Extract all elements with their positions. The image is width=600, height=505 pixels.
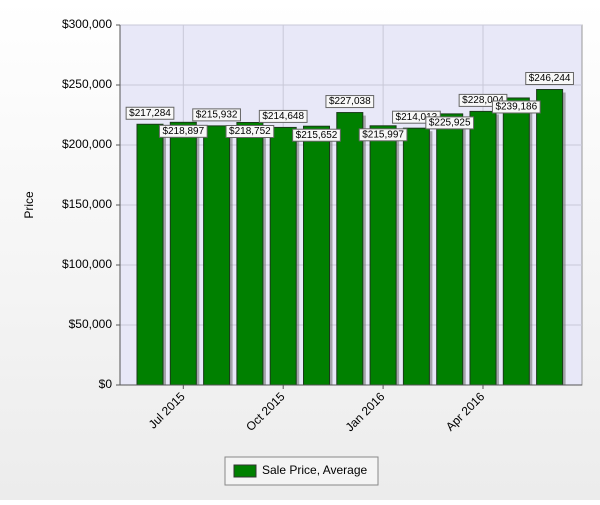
y-tick-label: $300,000: [62, 17, 112, 31]
data-label-box: [325, 95, 375, 109]
data-label-text: $227,038: [329, 96, 371, 107]
data-label: $217,284: [125, 106, 175, 120]
data-label-box: [158, 124, 208, 138]
data-label-text: $239,186: [495, 102, 537, 113]
data-label: $225,925: [425, 116, 475, 130]
bar: [203, 125, 231, 386]
data-label: $214,648: [258, 109, 308, 123]
data-label: $215,652: [292, 128, 341, 142]
data-label-text: $225,925: [429, 118, 471, 129]
data-label-text: $215,652: [296, 130, 338, 141]
bar: [436, 113, 464, 386]
data-label: $227,038: [325, 95, 375, 109]
data-label-box: [491, 100, 541, 114]
data-label: $215,932: [192, 108, 241, 122]
bar: [336, 112, 364, 386]
data-label-text: $246,244: [529, 73, 571, 84]
data-label-box: [258, 109, 308, 123]
data-label-text: $228,004: [462, 95, 504, 106]
y-tick-label: $150,000: [62, 197, 112, 211]
data-label-box: [225, 124, 275, 138]
data-label: $215,997: [358, 128, 408, 142]
bar: [236, 121, 264, 386]
data-label-box: [292, 128, 341, 142]
data-label-text: $218,752: [229, 126, 271, 137]
data-label: $246,244: [525, 72, 574, 86]
bar: [169, 121, 197, 386]
data-label-text: $214,013: [396, 112, 438, 123]
y-tick-label: $200,000: [62, 137, 112, 151]
y-axis-title: Price: [22, 191, 36, 219]
data-label-box: [192, 108, 241, 122]
data-label-box: [125, 106, 175, 120]
bar: [269, 126, 297, 386]
data-label-text: $218,897: [162, 126, 204, 137]
y-tick-label: $0: [99, 377, 113, 391]
y-tick-label: $250,000: [62, 77, 112, 91]
legend-swatch: [233, 464, 257, 478]
bar: [402, 127, 430, 386]
data-label: $218,897: [158, 124, 208, 138]
y-tick-label: $50,000: [69, 317, 113, 331]
bar: [469, 110, 497, 386]
data-label-box: [525, 72, 574, 86]
bar: [536, 89, 564, 386]
bar: [303, 125, 330, 386]
bar: [369, 125, 397, 386]
data-label-text: $217,284: [129, 108, 171, 119]
y-tick-label: $100,000: [62, 257, 112, 271]
data-label-box: [425, 116, 475, 130]
data-label-text: $214,648: [262, 111, 304, 122]
bar: [136, 123, 164, 386]
data-label-text: $215,932: [196, 110, 238, 121]
legend: Sale Price, Average: [224, 456, 379, 486]
data-label-text: $215,997: [362, 129, 404, 140]
data-label-box: [358, 128, 408, 142]
data-label: $239,186: [491, 100, 541, 114]
legend-label: Sale Price, Average: [262, 463, 368, 477]
bar: [502, 97, 530, 386]
data-label: $218,752: [225, 124, 275, 138]
